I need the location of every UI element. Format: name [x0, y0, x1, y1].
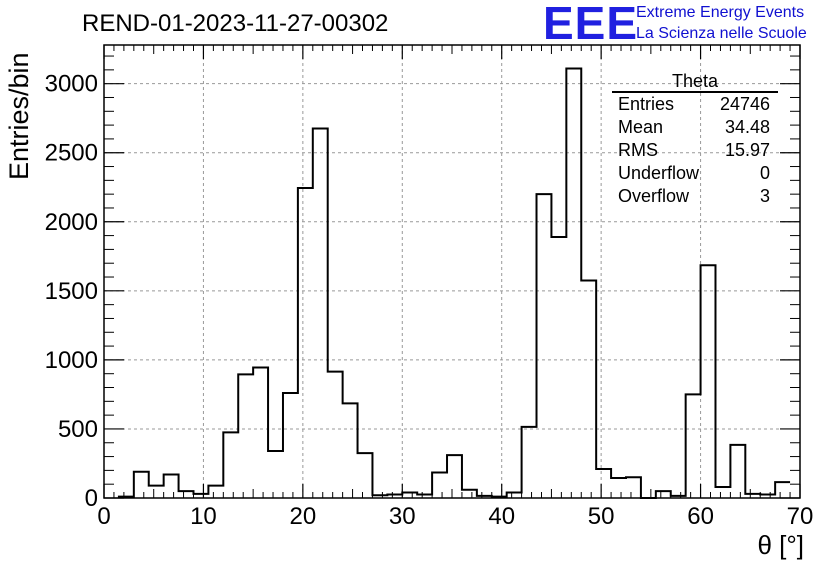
y-tick-label: 0 [85, 485, 98, 512]
stats-value: 3 [759, 186, 770, 206]
stats-value: 34.48 [724, 117, 770, 137]
stats-value: 24746 [719, 94, 770, 114]
y-tick-label: 500 [58, 416, 98, 443]
x-tick-label: 50 [588, 503, 615, 530]
y-tick-label: 2500 [45, 140, 98, 167]
stats-label: Overflow [618, 186, 690, 206]
stats-row-rms: RMS 15.97 [612, 139, 778, 162]
chart-title: REND-01-2023-11-27-00302 [82, 10, 389, 37]
stats-row-mean: Mean 34.48 [612, 116, 778, 139]
x-tick-label: 60 [687, 503, 714, 530]
x-tick-label: 40 [488, 503, 515, 530]
y-tick-label: 1000 [45, 347, 98, 374]
stats-label: RMS [618, 140, 658, 160]
x-axis-label: θ [°] [757, 530, 804, 560]
logo-line-1: Extreme Energy Events [636, 4, 805, 21]
y-tick-label: 2000 [45, 209, 98, 236]
x-tick-label: 70 [787, 503, 814, 530]
y-axis-label: Entries/bin [4, 52, 34, 180]
y-tick-label: 3000 [45, 71, 98, 98]
stats-row-underflow: Underflow 0 [612, 162, 778, 185]
stats-row-overflow: Overflow 3 [612, 185, 778, 208]
stats-value: 0 [759, 163, 770, 183]
x-tick-label: 20 [290, 503, 317, 530]
x-tick-label: 30 [389, 503, 416, 530]
stats-title: Theta [612, 72, 778, 93]
stats-label: Underflow [618, 163, 700, 183]
y-tick-label: 1500 [45, 278, 98, 305]
stats-row-entries: Entries 24746 [612, 93, 778, 116]
x-tick-label: 0 [97, 503, 110, 530]
eee-logo: EEE [543, 0, 639, 49]
logo-line-2: La Scienza nelle Scuole [636, 25, 807, 42]
x-tick-label: 10 [190, 503, 217, 530]
stats-label: Entries [618, 94, 675, 114]
axis-ticks [103, 45, 801, 499]
stats-value: 15.97 [724, 140, 770, 160]
stats-label: Mean [618, 117, 664, 137]
stats-box: Theta Entries 24746 Mean 34.48 RMS 15.97… [612, 72, 778, 208]
grid-lines [104, 45, 800, 498]
